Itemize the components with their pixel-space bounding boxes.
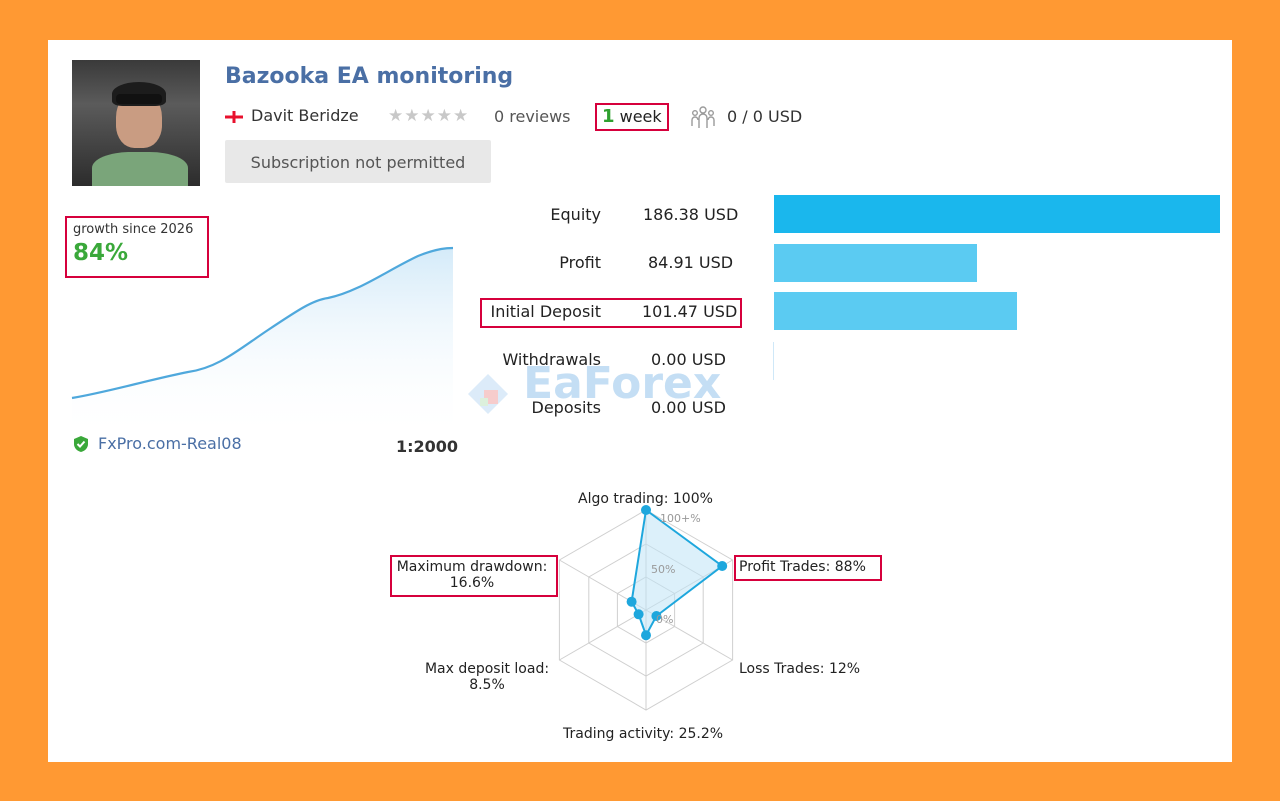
- radar-data-point: [641, 630, 651, 641]
- author-name[interactable]: Davit Beridze: [251, 106, 359, 125]
- growth-chart[interactable]: [68, 240, 458, 440]
- georgia-flag-icon: [225, 111, 243, 123]
- profit-bar: [774, 244, 977, 282]
- rating-stars-icon: ★★★★★: [388, 106, 470, 126]
- radar-data-point: [717, 561, 728, 571]
- radar-data-point: [651, 611, 662, 621]
- initial-deposit-bar: [774, 292, 1017, 330]
- max-drawdown-highlight: [390, 555, 558, 597]
- age-unit: week: [619, 107, 662, 126]
- radar-tick-50: 50%: [651, 563, 675, 576]
- age-number: 1: [602, 106, 615, 127]
- radar-label-profit-trades: Profit Trades: 88%: [739, 559, 866, 575]
- radar-data-point: [641, 505, 651, 515]
- growth-line: [71, 246, 454, 400]
- radar-polygon: [630, 508, 724, 638]
- stat-initial-deposit-label: Initial Deposit: [490, 302, 601, 321]
- subscribers-icon: [691, 106, 715, 128]
- radar-chart[interactable]: 100+% 50% 0%: [373, 470, 923, 760]
- stat-deposits-label: Deposits: [531, 398, 602, 417]
- initial-deposit-highlight: [480, 298, 742, 328]
- radar-tick-0: 0%: [656, 613, 673, 626]
- watermark-logo: EaForex: [458, 358, 721, 424]
- reviews-count[interactable]: 0 reviews: [494, 107, 571, 126]
- stat-deposits-value: 0.00 USD: [651, 398, 726, 417]
- signal-card: Bazooka EA monitoring Davit Beridze ★★★★…: [48, 40, 1232, 762]
- subscribe-button[interactable]: Subscription not permitted: [225, 140, 491, 183]
- radar-axis-line: [559, 609, 647, 661]
- growth-label: growth since 2026: [73, 222, 194, 237]
- equity-bar: [774, 195, 1220, 233]
- signal-age-badge: 1 week: [595, 103, 669, 131]
- stat-profit-label: Profit: [559, 253, 601, 272]
- radar-label-max-drawdown: Maximum drawdown: 16.6%: [392, 559, 552, 591]
- stat-initial-deposit-value: 101.47 USD: [642, 302, 738, 321]
- growth-box: growth since 2026 84%: [65, 216, 209, 278]
- subscribers-funds: 0 / 0 USD: [727, 107, 803, 126]
- radar-label-trading-activity: Trading activity: 25.2%: [563, 726, 724, 742]
- radar-label-max-deposit-load: Max deposit load: 8.5%: [423, 661, 551, 693]
- max-drawdown-label: Maximum drawdown:: [396, 559, 548, 575]
- profit-trades-highlight: [734, 555, 882, 581]
- max-deposit-load-label: Max deposit load:: [424, 661, 550, 677]
- radar-points: [626, 505, 728, 641]
- radar-label-algo: Algo trading: 100%: [578, 491, 713, 507]
- growth-value: 84%: [73, 240, 129, 266]
- max-deposit-load-value: 8.5%: [469, 677, 505, 693]
- stat-equity-label: Equity: [550, 205, 601, 224]
- radar-data-point: [626, 596, 637, 607]
- verified-shield-icon: [74, 436, 88, 452]
- broker-server-link[interactable]: FxPro.com-Real08: [98, 434, 242, 453]
- stat-profit-value: 84.91 USD: [648, 253, 734, 272]
- stat-equity-value: 186.38 USD: [643, 205, 739, 224]
- withdrawals-bar: [773, 342, 774, 380]
- max-drawdown-value: 16.6%: [449, 575, 495, 591]
- stat-withdrawals-label: Withdrawals: [502, 350, 601, 369]
- signal-title[interactable]: Bazooka EA monitoring: [225, 64, 514, 89]
- author-avatar[interactable]: [72, 60, 200, 186]
- stat-withdrawals-value: 0.00 USD: [651, 350, 726, 369]
- radar-tick-100: 100+%: [660, 512, 701, 525]
- radar-data-point: [633, 609, 644, 620]
- radar-label-loss-trades: Loss Trades: 12%: [739, 661, 861, 677]
- watermark-text: EaForex: [523, 358, 722, 409]
- leverage-value: 1:2000: [396, 437, 459, 456]
